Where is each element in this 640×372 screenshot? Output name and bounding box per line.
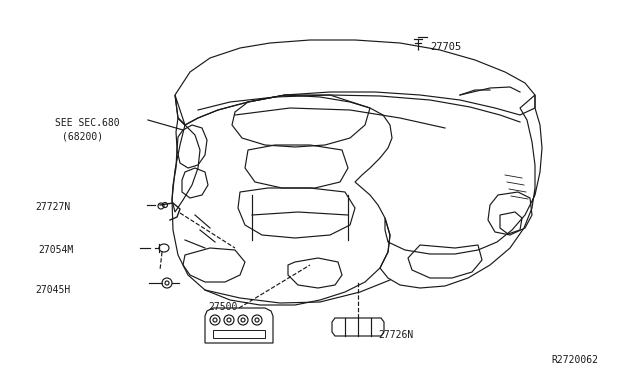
Text: 27726N: 27726N — [378, 330, 413, 340]
Text: (68200): (68200) — [62, 131, 103, 141]
Text: R2720062: R2720062 — [551, 355, 598, 365]
Text: 27727N: 27727N — [35, 202, 70, 212]
Text: SEE SEC.680: SEE SEC.680 — [55, 118, 120, 128]
Text: 27705: 27705 — [430, 42, 461, 52]
Text: 27500: 27500 — [208, 302, 237, 312]
Bar — [213, 330, 265, 338]
Text: 27045H: 27045H — [35, 285, 70, 295]
Text: 27054M: 27054M — [38, 245, 73, 255]
